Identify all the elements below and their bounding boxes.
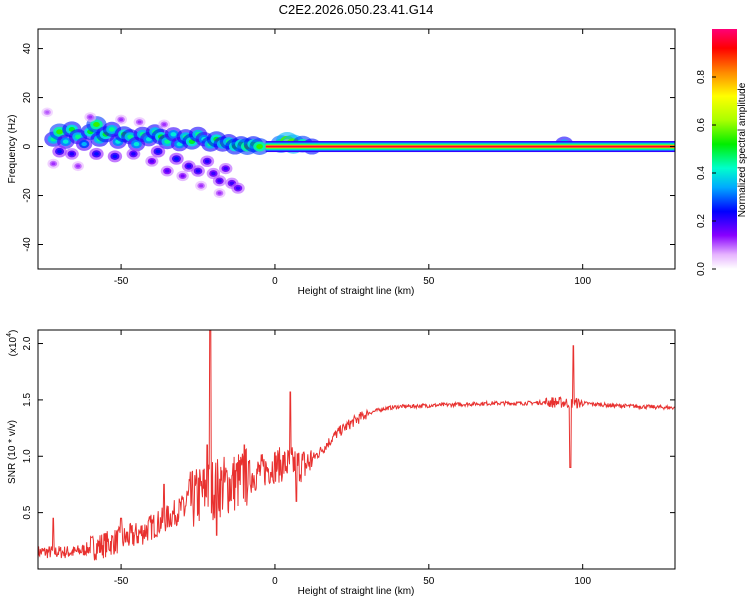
spectrogram-blob [93, 121, 100, 128]
spectrogram-y-tick-label: 40 [22, 43, 33, 55]
spectrogram-panel: -50 0 50 100 40 20 0 -20 -40 Height of straight… [7, 28, 676, 297]
spectrogram-blob [164, 139, 171, 144]
snr-x-tick-label: -50 [114, 576, 129, 587]
spectrogram-blob [195, 169, 201, 173]
snr-background [38, 330, 675, 569]
snr-frame [37, 329, 676, 570]
snr-panel: -50 0 50 100 0.5 1.0 1.5 2.0 Height of straigh… [6, 329, 676, 597]
snr-line [37, 329, 675, 561]
snr-x-ticks: -50 0 50 100 [114, 330, 591, 587]
spectrogram-blob [57, 149, 62, 154]
figure-title: C2E2.2026.050.23.41.G14 [279, 2, 434, 17]
colorbar-tick-label: 0.2 [696, 214, 707, 228]
spectrogram-blob [112, 154, 118, 159]
spectrogram-blob [76, 164, 80, 168]
spectrogram-blob [74, 134, 82, 140]
snr-y-tick-label: 1.0 [22, 449, 33, 463]
spectrogram-ridge [265, 141, 675, 153]
snr-x-tick-label: 50 [423, 576, 435, 587]
spectrogram-blob [211, 171, 216, 176]
svg-text:(x104): (x104) [6, 330, 19, 357]
colorbar: 0.0 0.2 0.4 0.6 0.8 Normalized spectral ampl… [696, 29, 748, 276]
spectrogram-x-ticks: -50 0 50 100 [114, 29, 591, 287]
spectrogram-blob [170, 132, 177, 137]
spectrogram-blob [199, 184, 204, 188]
snr-y-tick-label: 1.5 [22, 393, 33, 407]
spectrogram-x-tick-label: -50 [114, 276, 129, 287]
spectrogram-blob [45, 110, 50, 114]
spectrogram-frame [37, 28, 676, 270]
spectrogram-blob [56, 129, 63, 135]
snr-x-tick-label: 0 [272, 576, 278, 587]
spectrogram-blob [108, 127, 115, 132]
colorbar-tick-label: 0.6 [696, 118, 707, 132]
spectrogram-x-tick-label: 0 [272, 276, 278, 287]
spectrogram-y-tick-label: -20 [22, 188, 33, 203]
snr-y-label: SNR (10 * v/v) [7, 420, 18, 484]
spectrogram-blob [256, 144, 263, 150]
spectrogram-blob [223, 166, 228, 171]
spectrogram-blob [88, 115, 93, 119]
colorbar-tick-label: 0.4 [696, 166, 707, 180]
spectrogram-blob [133, 141, 140, 147]
spectrogram-blob [69, 152, 75, 156]
spectrogram-blob [235, 186, 241, 190]
spectrogram-blob [204, 159, 210, 163]
snr-x-label: Height of straight line (km) [298, 586, 415, 597]
colorbar-tick-label: 0.8 [696, 70, 707, 84]
spectrogram-x-tick-label: 100 [574, 276, 591, 287]
snr-multiplier-exp: 4 [6, 333, 13, 337]
snr-multiplier-close: ) [8, 330, 19, 333]
spectrogram-ridge-band [265, 145, 675, 148]
spectrogram-x-tick-label: 50 [423, 276, 435, 287]
spectrogram-blob [165, 169, 170, 173]
spectrogram-blob [149, 159, 155, 163]
spectrogram-blob [127, 134, 134, 140]
spectrogram-y-ticks: 40 20 0 -20 -40 [22, 43, 675, 252]
spectrogram-y-tick-label: 20 [22, 92, 33, 104]
spectrogram-y-tick-label: -40 [22, 237, 33, 252]
spectrogram-blob [131, 152, 136, 156]
spectrogram-blob [137, 120, 142, 124]
snr-multiplier-base: (x10 [8, 336, 19, 356]
spectrogram-blob [51, 162, 56, 166]
colorbar-gradient [712, 29, 737, 269]
snr-y-multiplier: (x104) [6, 330, 19, 357]
spectrogram-blob [119, 118, 124, 122]
spectrogram-blob [174, 156, 179, 161]
spectrogram-blob [155, 149, 161, 154]
spectrogram-blob [180, 174, 185, 178]
spectrogram-blob [186, 164, 192, 168]
colorbar-tick-label: 0.0 [696, 262, 707, 276]
spectrogram-blob [94, 152, 99, 156]
spectrogram-blob [62, 139, 69, 144]
spectrogram-blob [217, 179, 222, 183]
spectrogram-y-tick-label: 0 [22, 143, 33, 149]
spectrogram-blobs [41, 107, 574, 199]
snr-y-tick-label: 0.5 [22, 505, 33, 519]
spectrogram-y-label: Frequency (Hz) [7, 115, 18, 184]
snr-y-tick-label: 2.0 [22, 336, 33, 350]
colorbar-label: Normalized spectral amplitude [737, 82, 748, 217]
spectrogram-blob [229, 181, 235, 185]
snr-y-ticks: 0.5 1.0 1.5 2.0 [22, 336, 675, 520]
spectrogram-x-label: Height of straight line (km) [298, 286, 415, 297]
colorbar-ticks: 0.0 0.2 0.4 0.6 0.8 [696, 70, 716, 276]
spectrogram-blob [81, 142, 87, 147]
spectrogram-blob [162, 123, 167, 126]
snr-x-tick-label: 100 [574, 576, 591, 587]
spectrogram-blob [217, 191, 222, 195]
